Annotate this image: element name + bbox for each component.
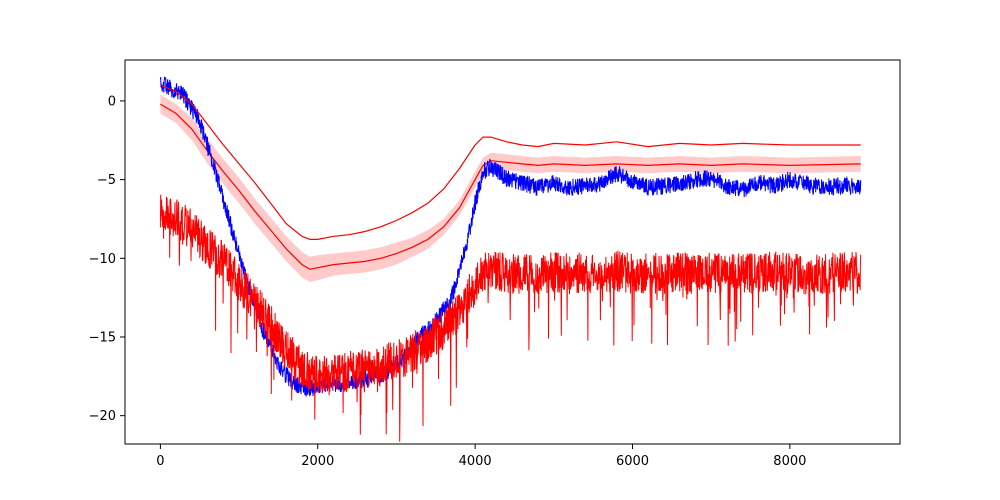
y-tick-label: −10 bbox=[89, 252, 116, 267]
x-tick-label: 2000 bbox=[301, 454, 334, 469]
x-tick-label: 8000 bbox=[773, 454, 806, 469]
x-axis: 0 2000 4000 6000 8000 bbox=[156, 444, 806, 469]
series-line bbox=[160, 103, 861, 270]
series-red-upper bbox=[160, 84, 861, 240]
y-tick-label: −5 bbox=[97, 173, 116, 188]
x-tick-label: 4000 bbox=[459, 454, 492, 469]
y-tick-label: −20 bbox=[89, 409, 116, 424]
y-axis: 0 −5 −10 −15 −20 bbox=[89, 94, 125, 424]
y-tick-label: −15 bbox=[89, 330, 116, 345]
series-line bbox=[160, 84, 861, 240]
series-red-noisy bbox=[159, 194, 862, 442]
plot-frame bbox=[124, 59, 901, 445]
y-tick-label: 0 bbox=[108, 94, 116, 109]
series-red-band-mean bbox=[160, 94, 861, 282]
series-line bbox=[159, 194, 862, 442]
x-tick-label: 0 bbox=[156, 454, 164, 469]
series-blue-noisy bbox=[159, 76, 862, 397]
series-layer bbox=[159, 76, 862, 442]
series-line bbox=[159, 76, 862, 397]
x-tick-label: 6000 bbox=[616, 454, 649, 469]
